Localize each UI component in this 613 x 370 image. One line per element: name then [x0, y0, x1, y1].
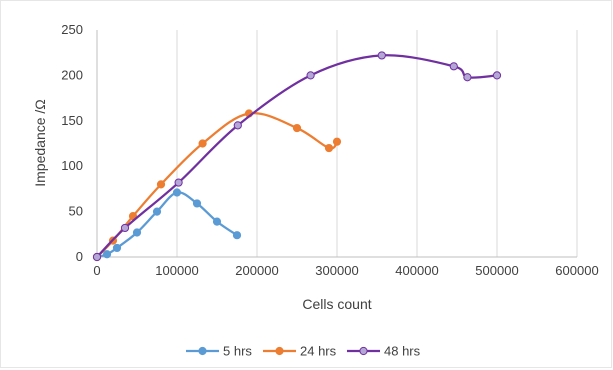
legend-label: 5 hrs [223, 344, 252, 359]
data-point [174, 178, 183, 187]
legend-item: 24 hrs [263, 344, 337, 359]
x-tick-label: 500000 [475, 263, 518, 278]
data-point [232, 231, 242, 240]
legend-item: 5 hrs [186, 344, 252, 359]
x-tick-label: 400000 [395, 263, 438, 278]
data-point [132, 228, 142, 237]
data-point [233, 121, 242, 130]
y-tick-label: 200 [61, 67, 83, 82]
data-point [306, 71, 315, 80]
data-point [152, 207, 162, 216]
data-point [172, 188, 182, 197]
data-point [102, 250, 112, 259]
series-group [92, 51, 502, 262]
legend-marker [275, 346, 284, 356]
data-point [198, 139, 207, 148]
data-point [212, 217, 222, 226]
gridlines [176, 30, 578, 257]
tick-labels: 0 100000 200000 300000 400000 500000 600000 0 50… [61, 22, 598, 278]
x-tick-label: 300000 [315, 263, 358, 278]
x-tick-label: 0 [93, 263, 100, 278]
series-line [96, 54, 498, 258]
y-tick-label: 150 [61, 113, 83, 128]
data-point [377, 51, 386, 60]
legend-label: 48 hrs [384, 344, 421, 359]
data-point [492, 71, 502, 80]
axes [96, 30, 577, 258]
data-point [156, 180, 166, 189]
y-tick-label: 250 [61, 22, 83, 37]
data-point [324, 143, 334, 153]
legend-marker [198, 346, 207, 356]
x-tick-label: 600000 [555, 263, 598, 278]
y-tick-label: 50 [69, 204, 83, 219]
data-point [120, 223, 130, 233]
series-48-hrs [92, 51, 502, 262]
data-point [292, 123, 302, 133]
data-point [192, 199, 202, 208]
y-tick-label: 0 [76, 249, 83, 264]
legend-marker [359, 346, 368, 356]
x-axis-title: Cells count [302, 296, 371, 312]
x-tick-label: 200000 [235, 263, 278, 278]
x-tick-label: 100000 [155, 263, 198, 278]
data-point [92, 252, 102, 262]
legend: 5 hrs 24 hrs 48 hrs [186, 344, 421, 359]
series-5-hrs [92, 188, 242, 262]
data-point [449, 62, 458, 71]
data-point [112, 243, 122, 253]
y-tick-label: 100 [61, 158, 83, 173]
data-point [463, 73, 472, 82]
y-axis-title: Impedance /Ω [32, 99, 48, 187]
data-point [332, 137, 342, 146]
legend-label: 24 hrs [300, 344, 337, 359]
legend-item: 48 hrs [347, 344, 421, 359]
